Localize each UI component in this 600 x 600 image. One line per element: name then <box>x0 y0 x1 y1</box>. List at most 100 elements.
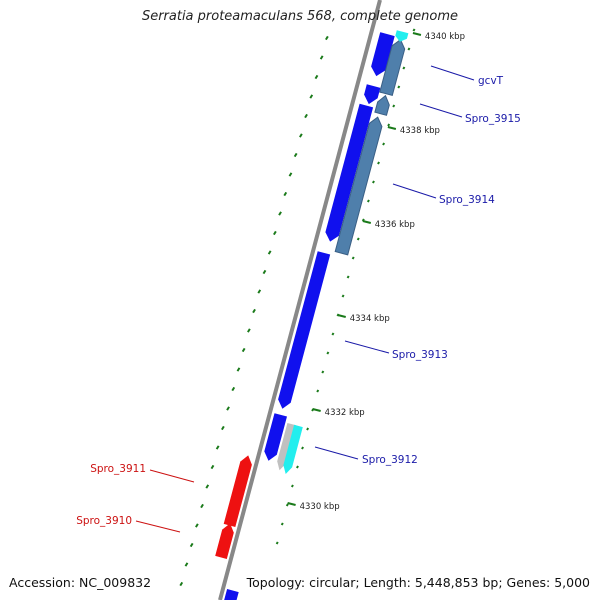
tick-dot <box>325 35 329 41</box>
kbp-tick-label: 4336 kbp <box>375 220 415 230</box>
inner-tick-ring <box>275 28 416 545</box>
genome-backbone <box>218 0 382 600</box>
gene-arrow <box>371 32 395 77</box>
gene-label: Spro_3915 <box>465 113 521 125</box>
gene-label: Spro_3910 <box>76 515 132 527</box>
tick-dot <box>179 581 184 587</box>
tick-dot <box>397 85 401 89</box>
tick-dot <box>387 123 391 127</box>
kbp-tick-label: 4332 kbp <box>325 408 365 418</box>
tick-dot <box>184 562 189 567</box>
tick-dot <box>252 308 256 314</box>
tick-dot <box>195 523 199 528</box>
tick-dot <box>314 74 319 80</box>
kbp-tick-label: 4334 kbp <box>350 314 390 324</box>
accession-text: Accession: NC_009832 <box>9 575 152 590</box>
tick-dot <box>402 66 406 70</box>
tick-dot <box>299 133 303 138</box>
kbp-ticks: 4340 kbp 4338 kbp 4336 kbp 4334 kbp 4332 kbp… <box>287 32 465 512</box>
gene-label: gcvT <box>478 75 504 87</box>
tick-dot <box>351 256 355 260</box>
tick-dot <box>331 332 335 336</box>
gene-arrow <box>364 84 381 105</box>
gene-arrow <box>277 423 297 471</box>
kbp-tick <box>362 220 372 224</box>
tick-dot <box>241 347 246 353</box>
tick-dot <box>341 294 345 298</box>
tick-dot <box>280 522 284 526</box>
tick-dot <box>319 55 324 60</box>
gene-label: Spro_3912 <box>362 454 418 466</box>
tick-dot <box>377 161 380 165</box>
outer-tick-ring <box>179 35 329 587</box>
gene-callout-line <box>392 183 437 199</box>
tick-dot <box>205 484 210 489</box>
tick-dot <box>296 465 299 469</box>
tick-dot <box>356 237 360 241</box>
gene-features <box>215 30 409 600</box>
tick-dot <box>210 464 215 470</box>
tick-dot <box>221 425 225 431</box>
tick-dot <box>304 113 308 119</box>
gene-arrow <box>283 424 303 474</box>
tick-dot <box>306 427 310 431</box>
kbp-tick-label: 4340 kbp <box>425 32 465 42</box>
kbp-tick <box>312 408 321 412</box>
gene-arrow <box>374 94 390 116</box>
tick-dot <box>267 250 272 255</box>
tick-dot <box>321 370 325 374</box>
tick-dot <box>247 328 251 333</box>
gene-callout-line <box>149 469 195 483</box>
tick-dot <box>200 503 204 509</box>
gene-arrow <box>379 38 406 97</box>
tick-dot <box>372 180 375 184</box>
tick-dot <box>316 389 320 393</box>
kbp-tick <box>287 502 296 506</box>
gene-arrow <box>334 116 383 256</box>
tick-dot <box>309 94 314 99</box>
gene-callout-line <box>344 340 390 354</box>
tick-dot <box>346 275 350 279</box>
gene-arrow <box>215 523 234 559</box>
tick-dot <box>275 541 279 545</box>
map-title: Serratia proteamaculans 568, complete ge… <box>141 9 459 24</box>
tick-dot <box>283 191 288 197</box>
tick-dot <box>257 289 262 294</box>
kbp-tick <box>387 126 397 130</box>
tick-dot <box>301 446 304 450</box>
tick-dot <box>290 484 294 488</box>
tick-dot <box>366 199 370 203</box>
gene-arrow <box>224 589 239 600</box>
gene-callout-line <box>314 446 359 460</box>
gene-arrow <box>395 30 409 42</box>
kbp-tick-label: 4338 kbp <box>400 126 440 136</box>
kbp-tick <box>412 32 422 36</box>
tick-dot <box>278 211 282 216</box>
gene-label: Spro_3914 <box>439 194 495 206</box>
tick-dot <box>285 503 289 507</box>
tick-dot <box>236 367 241 372</box>
gene-callout-line <box>135 520 181 533</box>
gene-callout-line <box>419 103 463 118</box>
gene-arrow <box>278 251 331 409</box>
gene-label: Spro_3911 <box>90 463 146 475</box>
tick-dot <box>215 445 220 450</box>
tick-dot <box>189 542 194 548</box>
tick-dot <box>412 28 416 32</box>
tick-dot <box>382 142 386 146</box>
tick-dot <box>226 406 230 411</box>
topology-text: Topology: circular; Length: 5,448,853 bp… <box>246 575 590 590</box>
tick-dot <box>262 269 267 275</box>
tick-dot <box>326 351 330 355</box>
gene-callout-line <box>430 65 475 81</box>
gene-label-lines: gcvT Spro_3915 Spro_3914 Spro_3913 Spro_3912… <box>76 65 521 533</box>
tick-dot <box>273 230 277 236</box>
kbp-tick <box>337 314 346 318</box>
tick-dot <box>293 152 298 158</box>
gene-label: Spro_3913 <box>392 349 448 361</box>
gene-arrow <box>325 103 374 242</box>
gene-arrow <box>223 455 252 527</box>
tick-dot <box>231 386 236 392</box>
tick-dot <box>392 104 396 108</box>
